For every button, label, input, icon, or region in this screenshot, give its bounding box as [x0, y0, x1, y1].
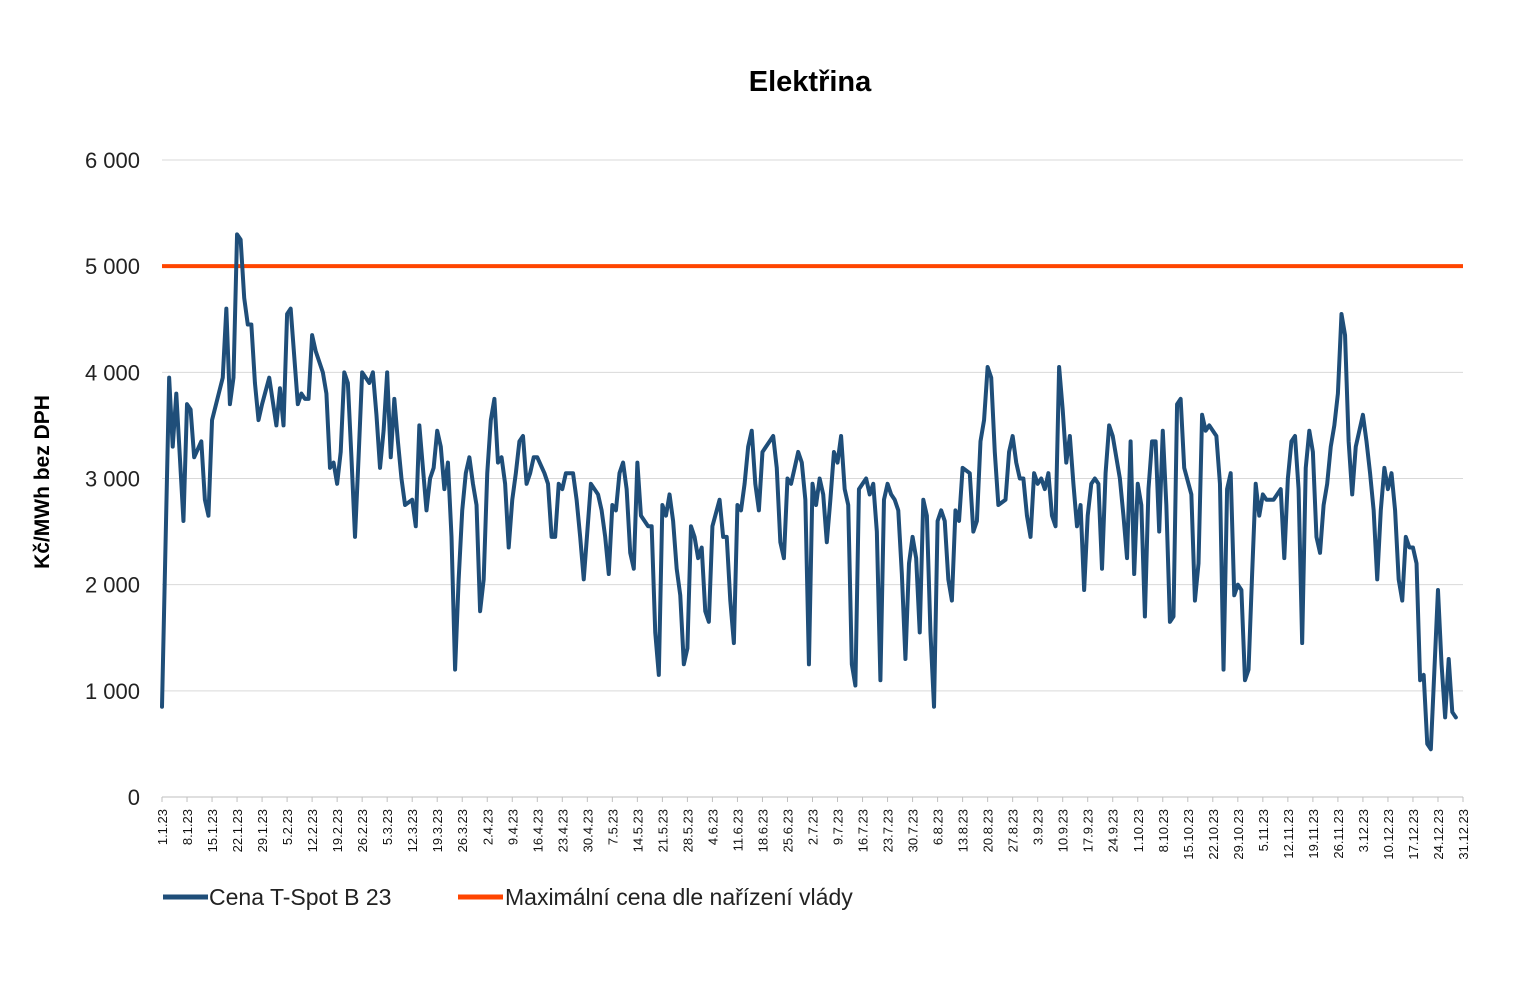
x-tick-label: 2.7.23	[806, 809, 821, 845]
x-tick-label: 17.9.23	[1081, 809, 1096, 852]
legend-label-spot-price: Cena T-Spot B 23	[209, 884, 391, 910]
x-tick-label: 19.3.23	[430, 809, 445, 852]
legend-label-max-price: Maximální cena dle nařízení vlády	[505, 884, 853, 910]
x-tick-label: 22.1.23	[230, 809, 245, 852]
y-tick-label: 0	[128, 785, 140, 810]
x-tick-label: 23.4.23	[555, 809, 570, 852]
x-tick-label: 8.10.23	[1156, 809, 1171, 852]
x-tick-label: 5.11.23	[1256, 809, 1271, 851]
x-tick-label: 24.9.23	[1106, 809, 1121, 852]
x-tick-label: 13.8.23	[956, 809, 971, 852]
x-tick-label: 6.8.23	[931, 809, 946, 845]
x-tick-label: 8.1.23	[180, 809, 195, 845]
x-tick-label: 27.8.23	[1006, 809, 1021, 852]
x-tick-label: 19.11.23	[1306, 809, 1321, 859]
y-tick-label: 6 000	[85, 148, 140, 173]
x-axis-ticks: 1.1.23 8.1.23 15.1.23 22.1.23 29.1.23 5.2.23 1…	[155, 797, 1471, 860]
y-tick-label: 5 000	[85, 254, 140, 279]
x-tick-label: 10.9.23	[1056, 809, 1071, 852]
y-tick-label: 1 000	[85, 679, 140, 704]
x-tick-label: 9.7.23	[831, 809, 846, 845]
x-tick-label: 31.12.23	[1456, 809, 1471, 860]
x-tick-label: 5.3.23	[380, 809, 395, 845]
x-tick-label: 29.1.23	[255, 809, 270, 852]
legend: Cena T-Spot B 23 Maximální cena dle naří…	[163, 884, 853, 910]
x-tick-label: 1.1.23	[155, 809, 170, 845]
y-axis-ticks: 0 1 000 2 000 3 000 4 000 5 000 6 000	[85, 148, 140, 810]
x-tick-label: 14.5.23	[630, 809, 645, 852]
x-tick-label: 5.2.23	[280, 809, 295, 845]
x-tick-label: 20.8.23	[981, 809, 996, 852]
x-tick-label: 26.11.23	[1331, 809, 1346, 859]
y-tick-label: 2 000	[85, 573, 140, 598]
x-tick-label: 29.10.23	[1231, 809, 1246, 860]
y-axis-label: Kč/MWh bez DPH	[31, 395, 54, 569]
x-tick-label: 12.11.23	[1281, 809, 1296, 859]
x-tick-label: 28.5.23	[680, 809, 695, 852]
y-tick-label: 4 000	[85, 360, 140, 385]
series-line-spot-price	[160, 232, 1458, 752]
x-tick-label: 7.5.23	[605, 809, 620, 845]
x-tick-label: 3.12.23	[1356, 809, 1371, 852]
x-tick-label: 15.1.23	[205, 809, 220, 852]
x-tick-label: 25.6.23	[780, 809, 795, 852]
x-tick-label: 30.4.23	[580, 809, 595, 852]
x-tick-label: 3.9.23	[1031, 809, 1046, 845]
x-tick-label: 16.7.23	[856, 809, 871, 852]
x-tick-label: 30.7.23	[906, 809, 921, 852]
x-tick-label: 16.4.23	[530, 809, 545, 852]
x-tick-label: 15.10.23	[1181, 809, 1196, 860]
x-tick-label: 2.4.23	[480, 809, 495, 845]
x-tick-label: 17.12.23	[1406, 809, 1421, 860]
x-tick-label: 9.4.23	[505, 809, 520, 845]
x-tick-label: 11.6.23	[730, 809, 745, 851]
x-tick-label: 19.2.23	[330, 809, 345, 852]
y-tick-label: 3 000	[85, 467, 140, 492]
x-tick-label: 23.7.23	[881, 809, 896, 852]
x-tick-label: 1.10.23	[1131, 809, 1146, 852]
chart-title: Elektřina	[749, 66, 872, 98]
x-tick-label: 10.12.23	[1381, 809, 1396, 860]
x-tick-label: 4.6.23	[705, 809, 720, 845]
x-tick-label: 12.2.23	[305, 809, 320, 852]
x-tick-label: 26.3.23	[455, 809, 470, 852]
x-tick-label: 22.10.23	[1206, 809, 1221, 860]
x-tick-label: 12.3.23	[405, 809, 420, 852]
x-tick-label: 18.6.23	[755, 809, 770, 852]
x-tick-label: 24.12.23	[1431, 809, 1446, 860]
x-tick-label: 21.5.23	[655, 809, 670, 852]
series-lines	[160, 232, 1463, 752]
x-tick-label: 26.2.23	[355, 809, 370, 852]
